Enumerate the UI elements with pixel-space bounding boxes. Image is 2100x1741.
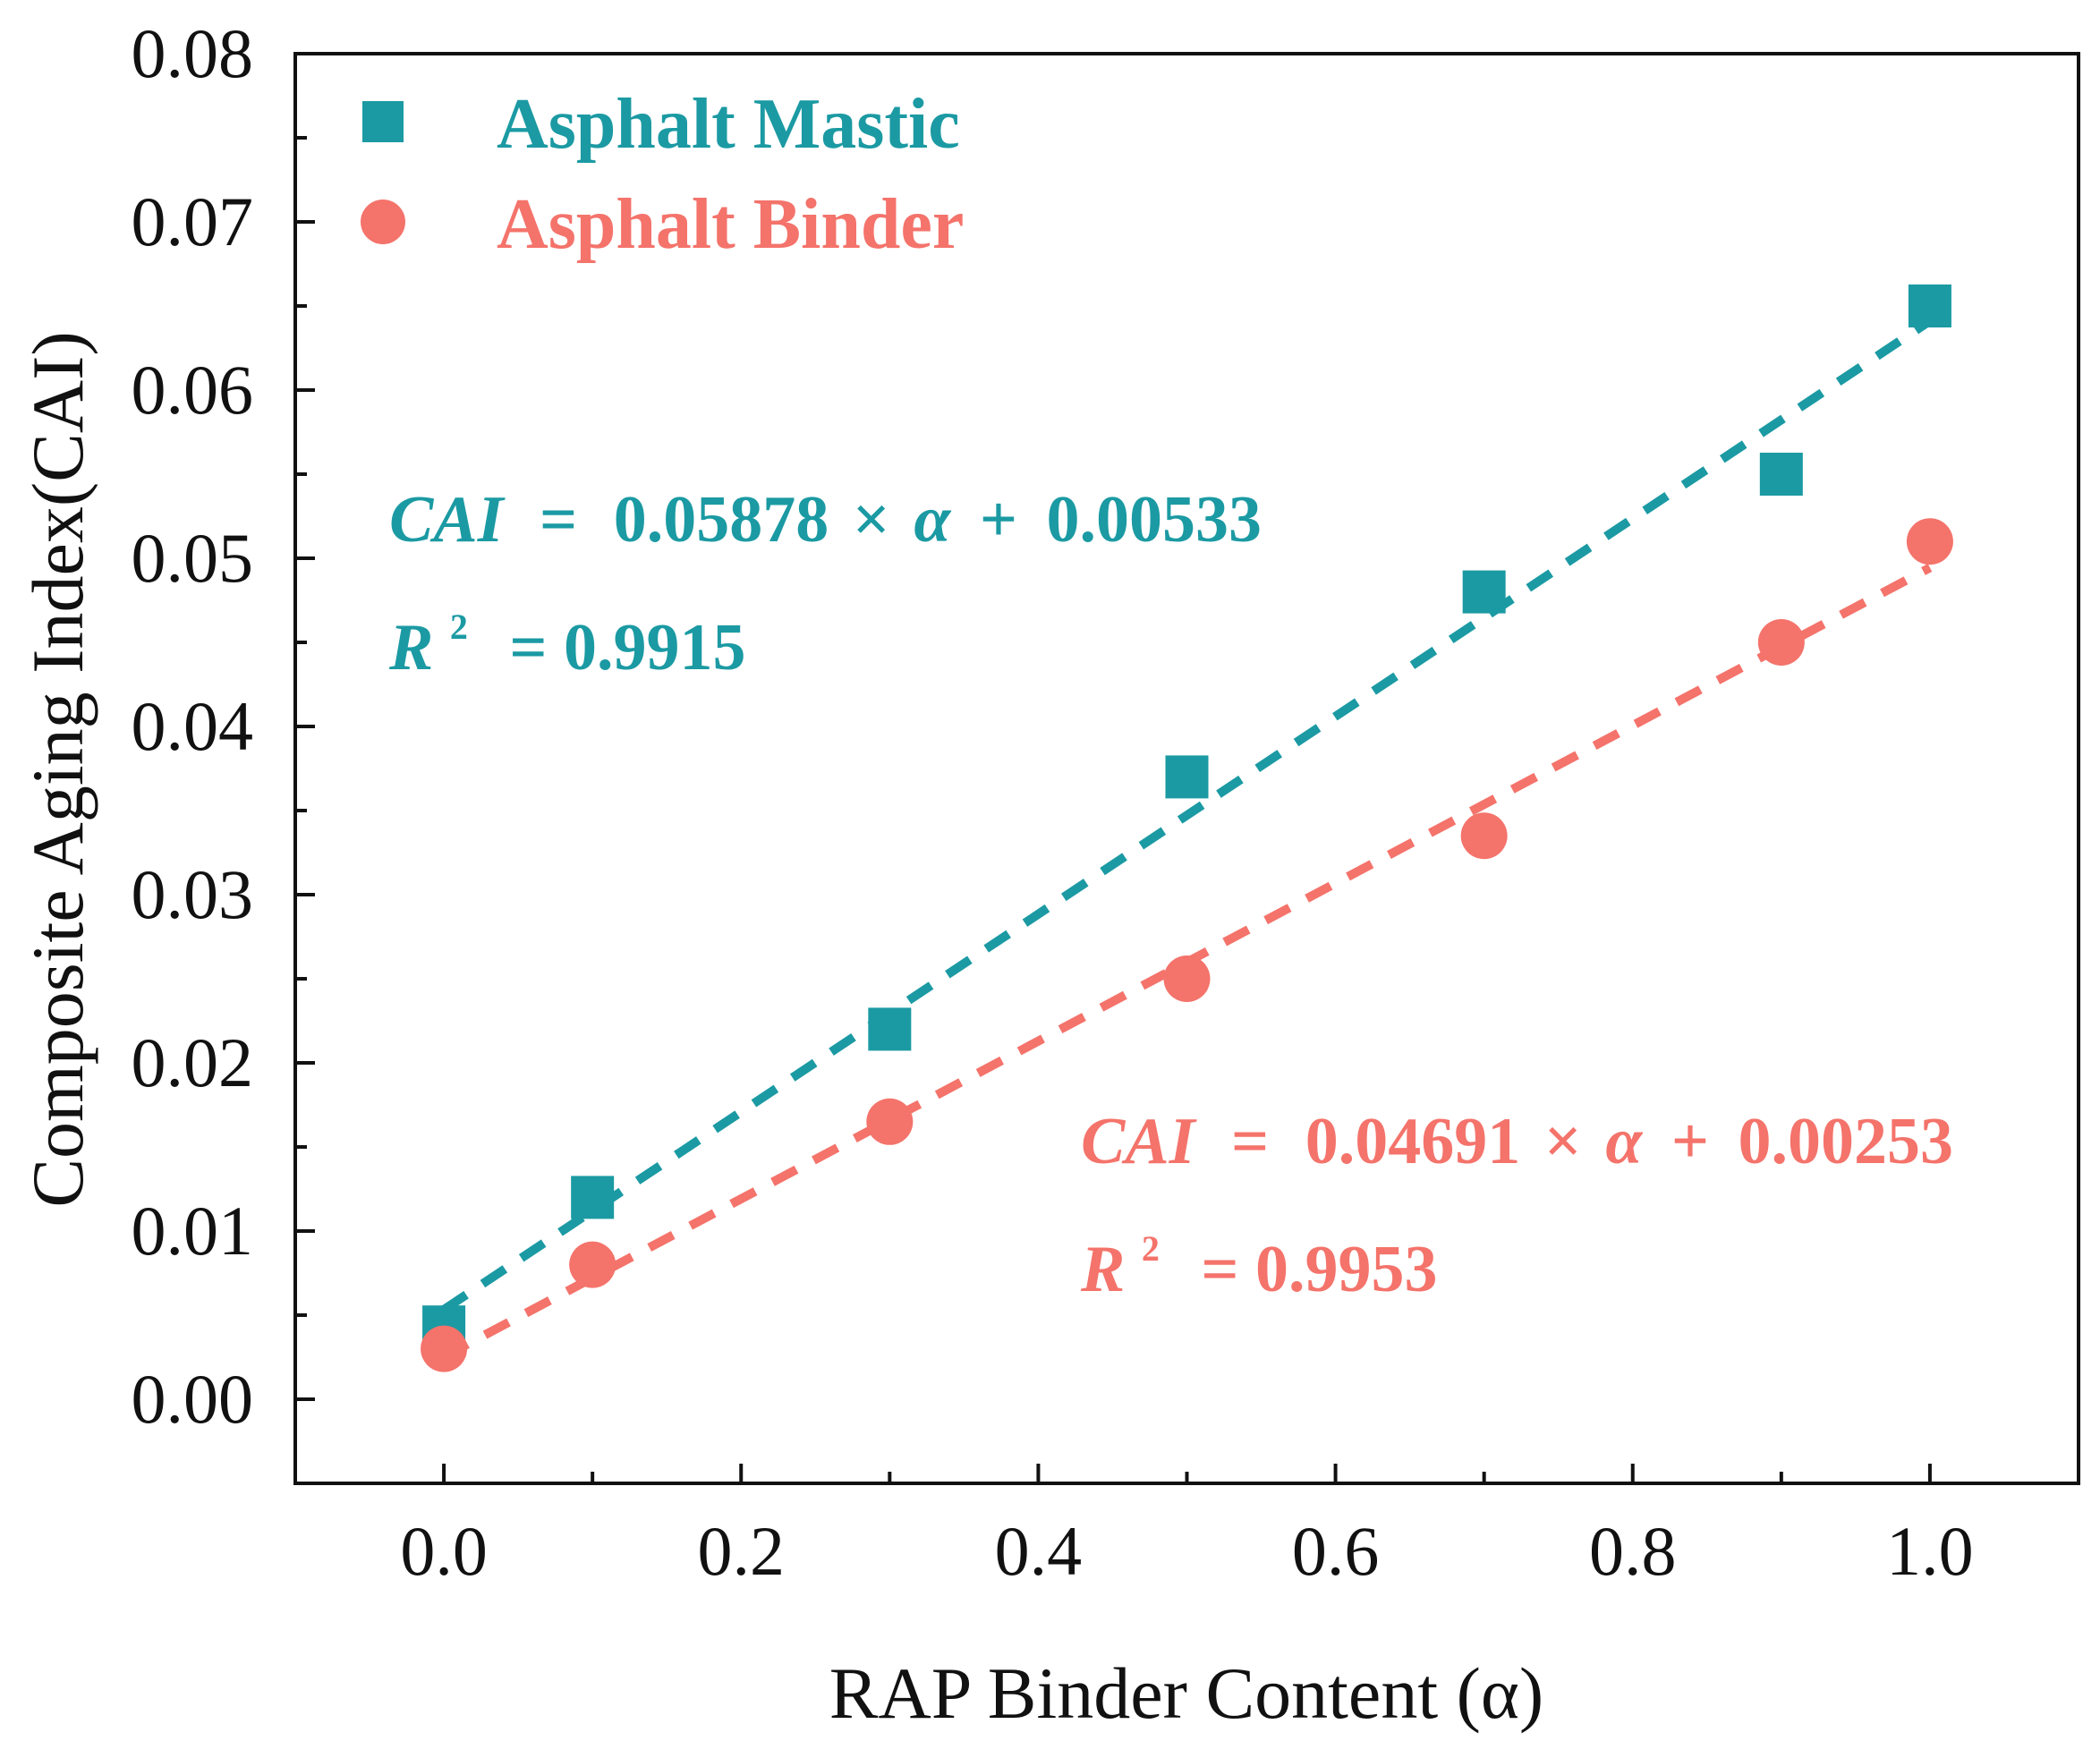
eq-mastic-intercept: 0.00533: [1046, 483, 1262, 556]
y-tick-label: 0.02: [132, 1023, 254, 1101]
legend-marker-binder: [361, 200, 405, 244]
y-tick-label: 0.06: [132, 351, 254, 429]
svg-text:R 2 = 0.9915: R 2 = 0.9915: [388, 581, 746, 684]
eq-binder-plus: +: [1671, 1105, 1709, 1178]
y-tick-label: 0.00: [132, 1360, 254, 1438]
point-mastic: [1462, 570, 1506, 614]
y-tick-label: 0.04: [132, 687, 254, 765]
point-mastic: [1908, 285, 1951, 327]
y-tick-label: 0.05: [132, 519, 254, 597]
eq-binder-r2-label: R: [1080, 1233, 1125, 1306]
eq-mastic-times: ×: [853, 483, 890, 556]
eq-binder-intercept: 0.00253: [1738, 1105, 1953, 1178]
eq-binder-coef: 0.04691: [1305, 1105, 1521, 1178]
legend: Asphalt Mastic Asphalt Binder: [361, 85, 964, 264]
eq-binder-times: ×: [1544, 1105, 1582, 1178]
eq-mastic-plus: +: [980, 483, 1017, 556]
legend-label-mastic: Asphalt Mastic: [497, 85, 960, 164]
x-tick-label: 0.8: [1589, 1512, 1677, 1590]
svg-text:CAI = 0.04691: CAI = 0.04691 × α + 0.00253: [1081, 1105, 1953, 1178]
y-tick-label: 0.03: [132, 855, 254, 933]
x-axis-ticks: 0.0 0.2 0.4 0.6 0.8 1.0: [293, 1464, 2080, 1590]
point-mastic: [868, 1007, 912, 1051]
x-tick-label: 0.6: [1292, 1512, 1380, 1590]
point-mastic: [1759, 453, 1803, 496]
y-axis-ticks: 0.00 0.01 0.02 0.03 0.04 0.05 0.06 0.07 0.08: [132, 14, 315, 1438]
eq-mastic-r2-value: = 0.9915: [509, 611, 745, 684]
eq-binder-r2-value: = 0.9953: [1201, 1233, 1437, 1306]
eq-binder-lhs: CAI: [1081, 1105, 1197, 1178]
legend-label-binder: Asphalt Binder: [497, 185, 964, 264]
svg-text:R 2 = 0.9953: R 2 = 0.9953: [1080, 1202, 1438, 1306]
point-binder: [1757, 619, 1805, 666]
eq-mastic-r2-label: R: [388, 611, 433, 684]
eq-mastic-r2-sup: 2: [450, 607, 468, 647]
fit-lines: [441, 317, 1933, 1361]
equation-mastic: CAI = 0.05878 × α + 0.00533 R 2 = 0.9915: [388, 483, 1262, 684]
eq-mastic-var: α: [914, 483, 951, 556]
point-mastic: [1165, 755, 1209, 799]
legend-marker-mastic: [362, 101, 404, 142]
x-tick-label: 0.4: [995, 1512, 1083, 1590]
eq-binder-r2-sup: 2: [1142, 1228, 1160, 1269]
x-tick-label: 0.2: [698, 1512, 786, 1590]
point-binder: [1163, 955, 1211, 1002]
eq-binder-var: α: [1605, 1105, 1643, 1178]
equation-binder: CAI = 0.04691 × α + 0.00253 R 2 = 0.9953: [1080, 1105, 1953, 1306]
svg-text:CAI = 0.05878: CAI = 0.05878 × α + 0.00533: [389, 483, 1262, 556]
point-binder: [1460, 812, 1508, 860]
x-tick-label: 0.0: [400, 1512, 488, 1590]
y-tick-label: 0.01: [132, 1192, 254, 1270]
fit-line-mastic: [441, 317, 1933, 1313]
eq-mastic-coef: 0.05878: [614, 483, 829, 556]
point-binder: [1906, 518, 1953, 565]
eq-mastic-equals: =: [540, 483, 577, 556]
x-axis-title: RAP Binder Content (α): [829, 1652, 1543, 1734]
eq-mastic-lhs: CAI: [389, 483, 506, 556]
point-binder: [866, 1098, 914, 1145]
y-axis-title: Composite Aging Index(CAI): [17, 331, 98, 1207]
y-tick-label: 0.07: [132, 183, 254, 260]
y-tick-label: 0.08: [132, 14, 254, 92]
data-points: [421, 285, 1953, 1372]
eq-binder-equals: =: [1231, 1105, 1269, 1178]
point-mastic: [571, 1176, 615, 1219]
x-tick-label: 1.0: [1886, 1512, 1974, 1590]
point-binder: [421, 1325, 468, 1372]
point-binder: [569, 1241, 616, 1288]
